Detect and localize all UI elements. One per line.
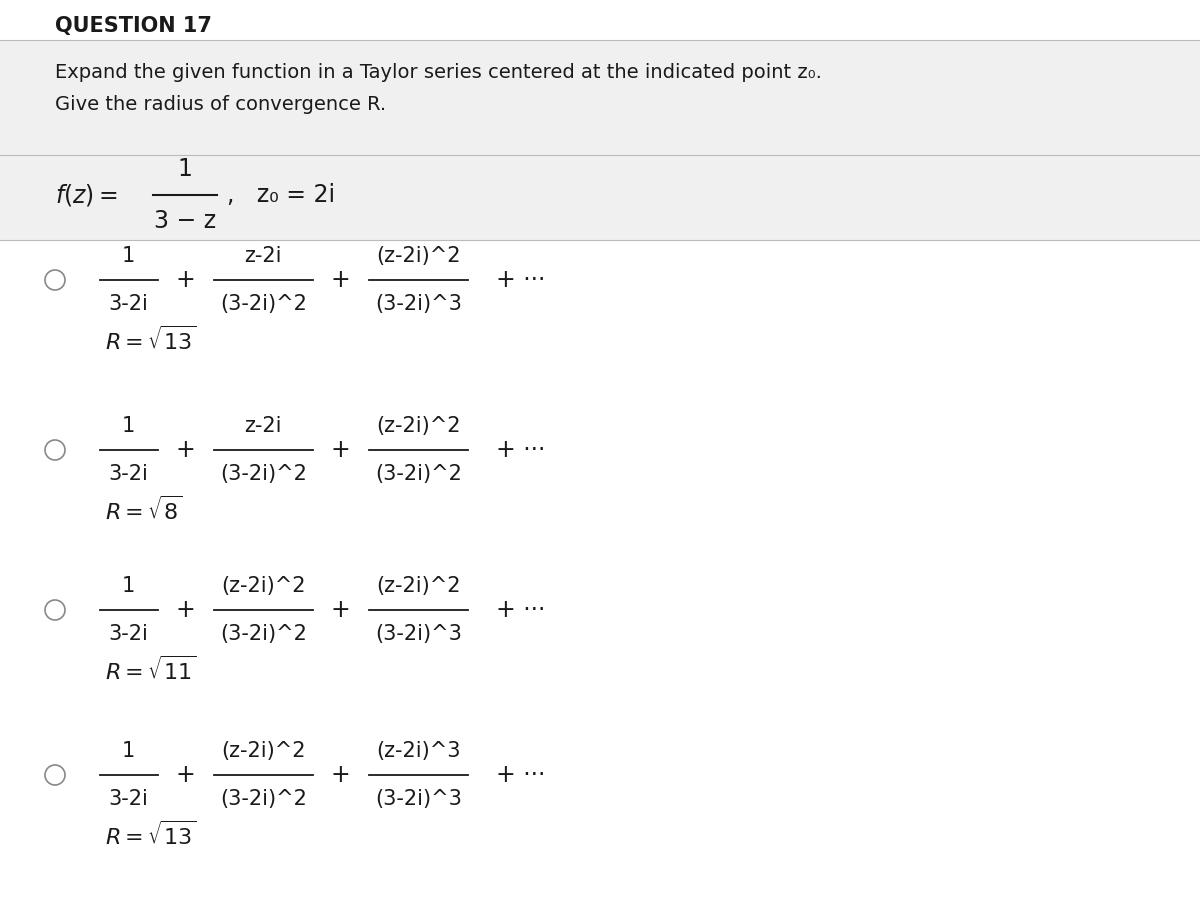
Text: 1: 1 [122, 416, 136, 436]
Text: + ···: + ··· [496, 763, 545, 787]
Text: + ···: + ··· [496, 438, 545, 462]
Text: +: + [175, 438, 196, 462]
Text: (3-2i)^2: (3-2i)^2 [220, 789, 307, 809]
Text: 1: 1 [178, 157, 192, 181]
Text: +: + [331, 268, 350, 292]
Text: 3-2i: 3-2i [109, 464, 149, 484]
Text: QUESTION 17: QUESTION 17 [55, 16, 212, 36]
Text: $R = \sqrt{8}$: $R = \sqrt{8}$ [106, 496, 182, 524]
Text: 1: 1 [122, 246, 136, 266]
Text: (3-2i)^2: (3-2i)^2 [220, 464, 307, 484]
Text: + ···: + ··· [496, 268, 545, 292]
FancyBboxPatch shape [0, 42, 1200, 155]
Text: $R = \sqrt{13}$: $R = \sqrt{13}$ [106, 821, 197, 849]
Text: ,   z₀ = 2i: , z₀ = 2i [227, 183, 335, 207]
Text: 1: 1 [122, 741, 136, 761]
Text: (3-2i)^3: (3-2i)^3 [374, 294, 462, 314]
Text: (3-2i)^2: (3-2i)^2 [220, 294, 307, 314]
Text: $R = \sqrt{13}$: $R = \sqrt{13}$ [106, 326, 197, 354]
FancyBboxPatch shape [0, 0, 1200, 155]
Text: Give the radius of convergence R.: Give the radius of convergence R. [55, 95, 386, 114]
Text: (z-2i)^2: (z-2i)^2 [376, 576, 461, 596]
Text: (3-2i)^2: (3-2i)^2 [220, 624, 307, 644]
Text: +: + [175, 268, 196, 292]
Text: 3-2i: 3-2i [109, 789, 149, 809]
Text: (3-2i)^3: (3-2i)^3 [374, 789, 462, 809]
Text: z-2i: z-2i [245, 246, 282, 266]
Text: 3-2i: 3-2i [109, 624, 149, 644]
Text: (z-2i)^2: (z-2i)^2 [376, 416, 461, 436]
Text: (z-2i)^2: (z-2i)^2 [221, 576, 306, 596]
Text: +: + [175, 763, 196, 787]
Text: 3 − z: 3 − z [154, 209, 216, 233]
Text: +: + [331, 763, 350, 787]
Text: z-2i: z-2i [245, 416, 282, 436]
FancyBboxPatch shape [0, 155, 1200, 240]
Text: + ···: + ··· [496, 598, 545, 622]
Text: (z-2i)^2: (z-2i)^2 [221, 741, 306, 761]
Text: (3-2i)^3: (3-2i)^3 [374, 624, 462, 644]
FancyBboxPatch shape [0, 0, 1200, 40]
Text: (3-2i)^2: (3-2i)^2 [374, 464, 462, 484]
Text: (z-2i)^3: (z-2i)^3 [376, 741, 461, 761]
Text: $f(z) =$: $f(z) =$ [55, 182, 118, 208]
Text: $R = \sqrt{11}$: $R = \sqrt{11}$ [106, 656, 197, 684]
Text: +: + [331, 438, 350, 462]
Text: (z-2i)^2: (z-2i)^2 [376, 246, 461, 266]
Text: +: + [175, 598, 196, 622]
Text: 3-2i: 3-2i [109, 294, 149, 314]
Text: Expand the given function in a Taylor series centered at the indicated point z₀.: Expand the given function in a Taylor se… [55, 62, 822, 82]
Text: 1: 1 [122, 576, 136, 596]
Text: +: + [331, 598, 350, 622]
